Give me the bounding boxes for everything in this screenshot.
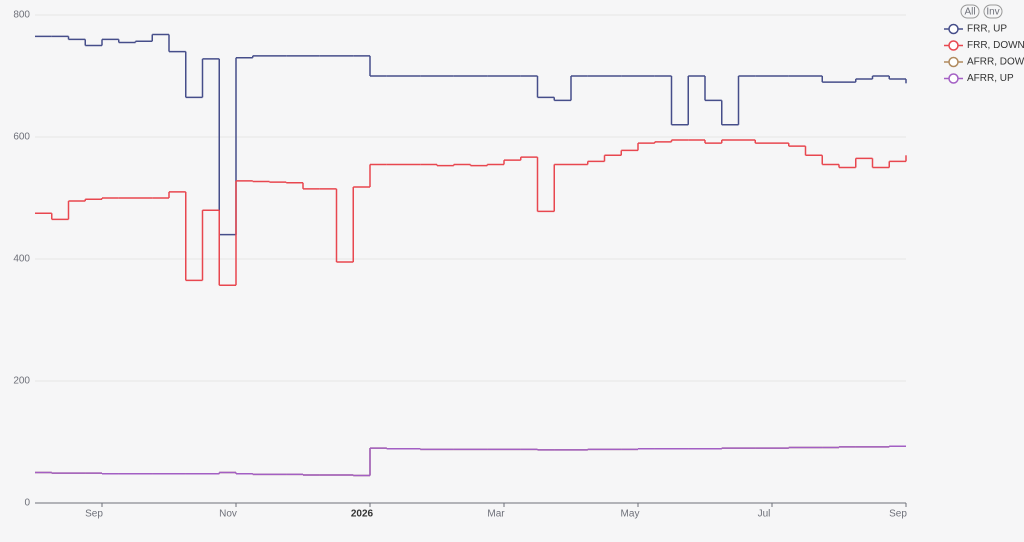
x-tick-label: Jul <box>758 509 771 520</box>
legend-button-label[interactable]: Inv <box>986 7 999 18</box>
y-tick-label: 0 <box>24 498 30 509</box>
y-tick-label: 200 <box>13 376 30 387</box>
legend-label[interactable]: AFRR, DOW <box>967 57 1024 68</box>
x-tick-label: 2026 <box>351 509 374 520</box>
x-tick-label: Nov <box>219 509 237 520</box>
x-tick-label: Mar <box>487 509 505 520</box>
legend-button[interactable] <box>960 4 980 19</box>
legend-label[interactable]: AFRR, UP <box>967 73 1014 84</box>
x-tick-label: Sep <box>889 509 907 520</box>
legend-button-label[interactable]: All <box>964 7 975 18</box>
y-tick-label: 400 <box>13 254 30 265</box>
x-tick-label: Sep <box>85 509 103 520</box>
legend-marker[interactable] <box>948 40 959 51</box>
legend-marker[interactable] <box>948 23 959 35</box>
legend-button[interactable] <box>983 4 1003 19</box>
legend-label[interactable]: FRR, UP <box>967 24 1007 35</box>
x-tick-label: May <box>621 509 640 520</box>
legend-label[interactable]: FRR, DOWN <box>967 40 1024 51</box>
legend-marker[interactable] <box>948 73 959 84</box>
y-tick-label: 800 <box>13 10 30 21</box>
legend-marker[interactable] <box>948 56 959 68</box>
y-tick-label: 600 <box>13 132 30 143</box>
